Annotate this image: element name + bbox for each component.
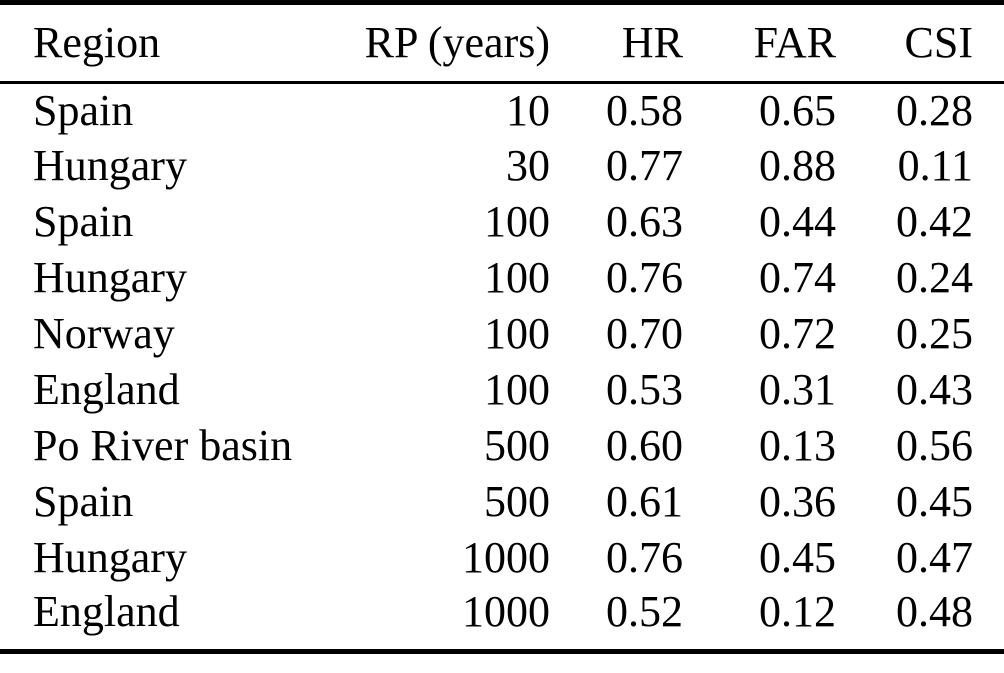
cell-far: 0.88 — [759, 141, 836, 191]
table-header: Region RP (years) HR FAR CSI — [0, 2, 1004, 84]
cell-csi: 0.45 — [896, 477, 973, 527]
cell-hr: 0.76 — [606, 253, 683, 303]
cell-far: 0.45 — [759, 533, 836, 583]
table-row: England 100 0.53 0.31 0.43 — [0, 363, 1004, 419]
cell-rp_years: 100 — [484, 253, 550, 303]
cell-region: Hungary — [33, 253, 187, 303]
cell-csi: 0.43 — [896, 365, 973, 415]
cell-rp_years: 10 — [506, 85, 550, 135]
cell-csi: 0.42 — [896, 197, 973, 247]
cell-csi: 0.25 — [896, 309, 973, 359]
cell-hr: 0.61 — [606, 477, 683, 527]
cell-rp_years: 30 — [506, 141, 550, 191]
cell-far: 0.31 — [759, 365, 836, 415]
cell-rp_years: 100 — [484, 365, 550, 415]
cell-far: 0.36 — [759, 477, 836, 527]
cell-hr: 0.53 — [606, 365, 683, 415]
cell-far: 0.72 — [759, 309, 836, 359]
table-row: Hungary 30 0.77 0.88 0.11 — [0, 139, 1004, 195]
cell-region: Spain — [33, 85, 134, 135]
cell-rp_years: 500 — [484, 421, 550, 471]
cell-far: 0.44 — [759, 197, 836, 247]
cell-region: Spain — [33, 477, 134, 527]
cell-region: Spain — [33, 197, 134, 247]
table-body: Spain 10 0.58 0.65 0.28 Hungary 30 0.77 0.88 0.11… — [0, 83, 1004, 652]
cell-hr: 0.60 — [606, 421, 683, 471]
cell-hr: 0.52 — [606, 586, 683, 636]
cell-hr: 0.63 — [606, 197, 683, 247]
table-row: Hungary 100 0.76 0.74 0.24 — [0, 251, 1004, 307]
cell-csi: 0.28 — [896, 85, 973, 135]
header-row: Region RP (years) HR FAR CSI — [0, 2, 1004, 84]
table-row: Spain 500 0.61 0.36 0.45 — [0, 475, 1004, 531]
cell-csi: 0.47 — [896, 533, 973, 583]
table-row: England 1000 0.52 0.12 0.48 — [0, 587, 1004, 652]
cell-region: Hungary — [33, 141, 187, 191]
col-header-region: Region — [0, 2, 350, 84]
cell-rp_years: 1000 — [462, 586, 550, 636]
cell-hr: 0.70 — [606, 309, 683, 359]
cell-region: England — [33, 586, 180, 636]
cell-rp_years: 500 — [484, 477, 550, 527]
skill-scores-table: Region RP (years) HR FAR CSI Spain 10 0.58… — [0, 0, 1004, 655]
cell-csi: 0.24 — [896, 253, 973, 303]
cell-hr: 0.58 — [606, 85, 683, 135]
table-row: Spain 100 0.63 0.44 0.42 — [0, 195, 1004, 251]
cell-region: Hungary — [33, 533, 187, 583]
cell-rp_years: 1000 — [462, 533, 550, 583]
cell-far: 0.12 — [759, 586, 836, 636]
cell-region: Norway — [33, 309, 175, 359]
cell-rp_years: 100 — [484, 309, 550, 359]
cell-csi: 0.56 — [896, 421, 973, 471]
col-header-far: FAR — [683, 2, 836, 84]
cell-hr: 0.77 — [606, 141, 683, 191]
table-row: Po River basin 500 0.60 0.13 0.56 — [0, 419, 1004, 475]
col-header-rp-years: RP (years) — [350, 2, 550, 84]
table-row: Norway 100 0.70 0.72 0.25 — [0, 307, 1004, 363]
cell-rp_years: 100 — [484, 197, 550, 247]
cell-region: England — [33, 365, 180, 415]
col-header-hr: HR — [550, 2, 683, 84]
cell-far: 0.13 — [759, 421, 836, 471]
table-row: Spain 10 0.58 0.65 0.28 — [0, 83, 1004, 139]
table-row: Hungary 1000 0.76 0.45 0.47 — [0, 531, 1004, 587]
cell-far: 0.74 — [759, 253, 836, 303]
cell-far: 0.65 — [759, 85, 836, 135]
cell-region: Po River basin — [33, 421, 293, 471]
cell-csi: 0.48 — [896, 586, 973, 636]
col-header-csi: CSI — [836, 2, 1004, 84]
cell-csi: 0.11 — [897, 141, 973, 191]
cell-hr: 0.76 — [606, 533, 683, 583]
